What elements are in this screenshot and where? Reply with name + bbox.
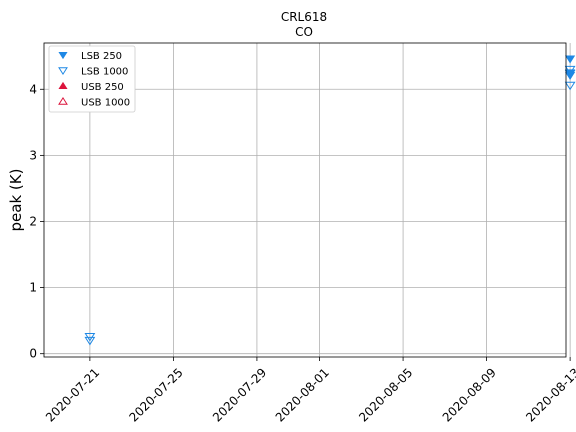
chart-title-line2: CO xyxy=(295,25,313,39)
data-point xyxy=(564,69,576,79)
chart-title-line1: CRL618 xyxy=(281,10,327,24)
ticks-layer: 2020-07-21 2020-07-25 2020-07-29 2020-08-01… xyxy=(29,82,576,424)
x-tick-label: 2020-08-05 xyxy=(356,365,415,424)
x-tick-label: 2020-08-09 xyxy=(440,365,499,424)
y-tick-label: 0 xyxy=(29,347,37,361)
y-axis-label: peak (K) xyxy=(7,169,25,232)
y-tick-label: 2 xyxy=(29,214,37,228)
legend-label: LSB 250 xyxy=(81,51,122,62)
x-tick-label: 2020-07-25 xyxy=(127,365,186,424)
x-tick-label: 2020-07-21 xyxy=(43,365,102,424)
data-point xyxy=(564,81,576,91)
legend-marker xyxy=(58,81,68,89)
x-tick-label: 2020-07-29 xyxy=(210,365,269,424)
marks-layer xyxy=(84,55,576,346)
x-tick-label: 2020-08-13 xyxy=(523,365,576,424)
legend-label: USB 250 xyxy=(81,82,124,93)
data-point xyxy=(565,55,576,64)
y-tick-label: 1 xyxy=(29,281,37,295)
legend-frame xyxy=(48,45,136,113)
legend-marker xyxy=(58,51,68,60)
legend-marker xyxy=(58,96,68,105)
legend-label: USB 1000 xyxy=(81,98,130,109)
legend-marker xyxy=(58,67,68,76)
x-tick-label: 2020-08-01 xyxy=(273,365,332,424)
legend-label: LSB 1000 xyxy=(81,67,128,78)
y-tick-label: 3 xyxy=(29,148,37,162)
y-tick-label: 4 xyxy=(29,82,37,96)
plot-frame xyxy=(43,42,567,358)
legend: LSB 250 LSB 1000 USB 250 USB 1000 xyxy=(48,45,136,113)
data-point xyxy=(84,336,96,346)
